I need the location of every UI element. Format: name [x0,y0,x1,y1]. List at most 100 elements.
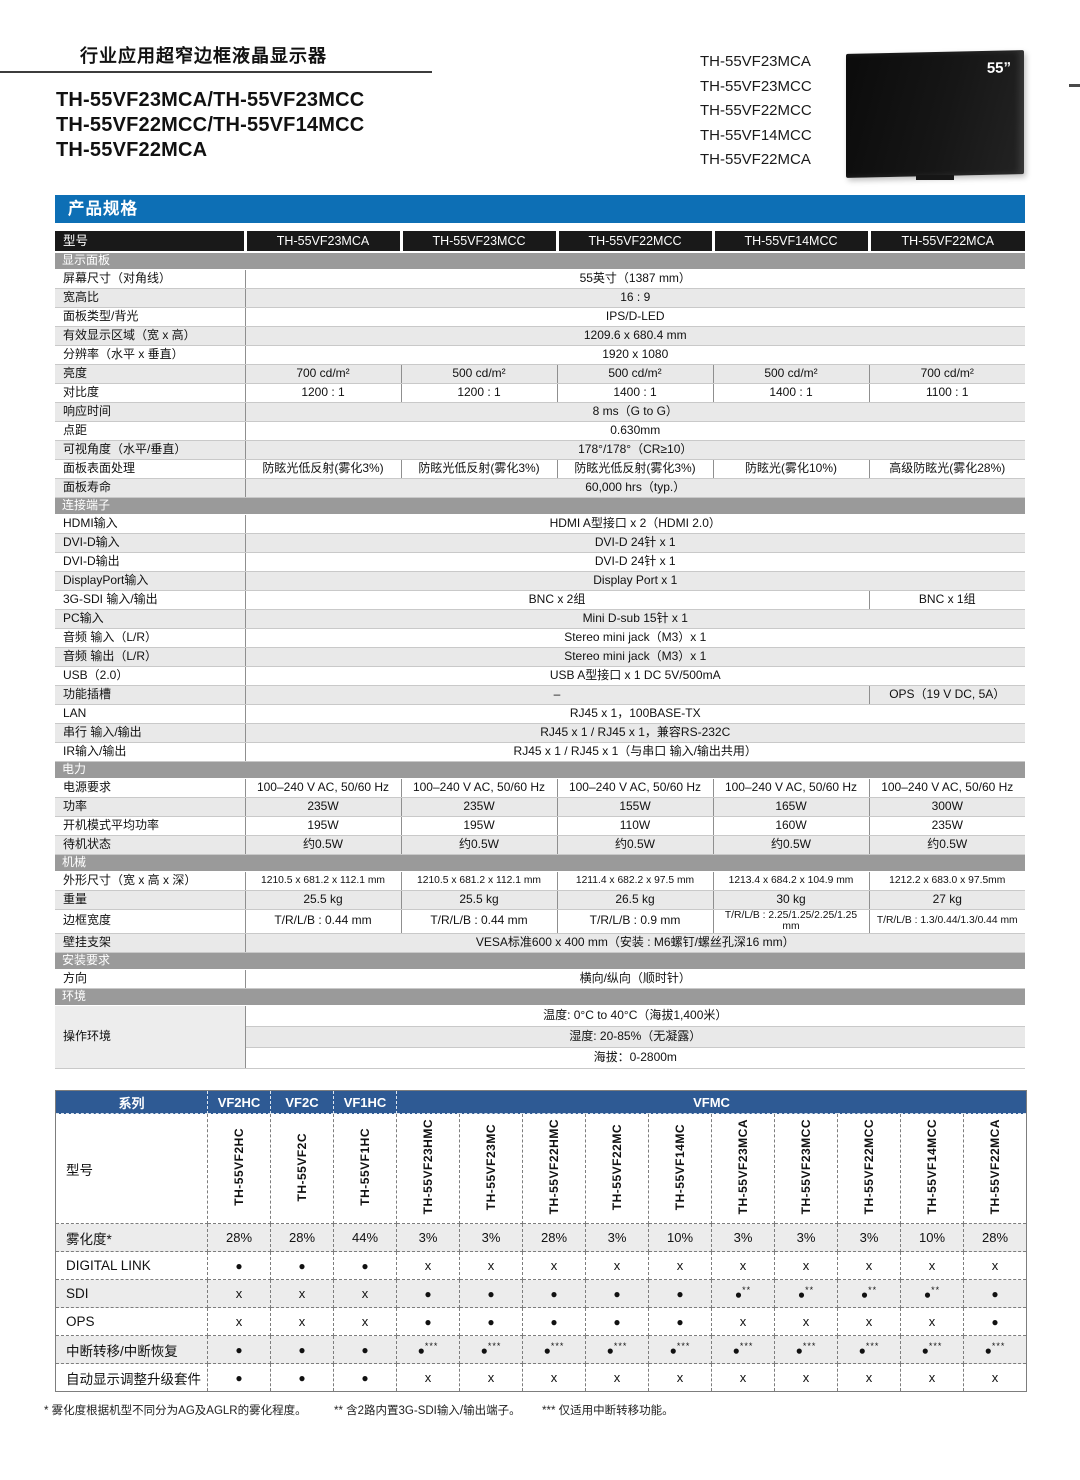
compare-cell: x [900,1251,964,1280]
spec-row-label: 外形尺寸（宽 x 高 x 深） [55,871,246,891]
compare-model-cell: TH-55VF22HMC [522,1113,586,1224]
spec-row: DVI-D输入 DVI-D 24针 x 1 [55,533,1025,553]
spec-row: HDMI输入 HDMI A型接口 x 2（HDMI 2.0） [55,514,1025,534]
footnote: ** 含2路内置3G-SDI输入/输出端子。 [334,1405,521,1417]
compare-cell: ● [333,1251,397,1280]
spec-row-label: 方向 [55,969,246,990]
display-size-label: 55” [986,59,1011,77]
spec-row-label: DisplayPort输入 [55,571,246,591]
compare-cell: x [270,1279,334,1308]
spec-cell: 100–240 V AC, 50/60 Hz [556,778,713,798]
spec-row-label: USB（2.0） [55,666,246,686]
spec-row: 重量 25.5 kg 25.5 kg 26.5 kg 30 kg 27 kg [55,890,1025,910]
feature-dot: ● [797,1287,806,1302]
spec-section-label: 显示面板 [55,251,1025,270]
spec-row: 可视角度（水平/垂直） 178°/178°（CR≥10） [55,440,1025,460]
spec-row-label: 对比度 [55,383,246,403]
compare-model-cell: TH-55VF23MC [459,1113,523,1224]
spec-row-label: IR输入/输出 [55,742,246,762]
compare-cell: x [207,1307,271,1336]
compare-series-group: VF2HC [207,1090,271,1114]
spec-row-label: DVI-D输入 [55,533,246,553]
spec-cell: 1400 : 1 [712,383,869,403]
compare-cell: ●*** [459,1335,523,1364]
spec-section-row: 机械 [55,853,1025,872]
spec-row-label: 音频 输入（L/R） [55,628,246,648]
page-title: 行业应用超窄边框液晶显示器 [80,46,327,66]
spec-cell: 178°/178°（CR≥10） [245,440,1025,460]
compare-cell: x [333,1307,397,1336]
spec-cell: 26.5 kg [556,890,713,910]
compare-cell: 3% [837,1223,901,1252]
spec-cell: 500 cd/m² [712,364,869,384]
spec-cell: 155W [556,797,713,817]
spec-cell: 100–240 V AC, 50/60 Hz [868,778,1025,798]
spec-cell: 500 cd/m² [400,364,557,384]
spec-cell: DVI-D 24针 x 1 [245,533,1025,553]
compare-model-cell: TH-55VF2C [270,1113,334,1224]
compare-cell: 28% [522,1223,586,1252]
compare-model-name: TH-55VF23MC [484,1123,498,1211]
compare-row-label: 雾化度* [55,1223,208,1252]
spec-row: 面板表面处理 防眩光低反射(雾化3%) 防眩光低反射(雾化3%) 防眩光低反射(雾化3… [55,459,1025,479]
compare-model-name: TH-55VF22MCA [988,1119,1003,1215]
spec-row: DVI-D输出 DVI-D 24针 x 1 [55,552,1025,572]
spec-section-row: 安装要求 [55,952,1025,971]
compare-model-name: TH-55VF22HMC [547,1119,561,1215]
compare-cell: x [837,1251,901,1280]
spec-row: 方向 横向/纵向（顺时针） [55,969,1025,990]
spec-row-label: 点距 [55,421,246,441]
spec-cell: Stereo mini jack（M3）x 1 [245,628,1025,648]
spec-row: 海拔：0-2800m [55,1047,1025,1070]
compare-row-label: SDI [55,1279,208,1308]
spec-row: 3G-SDI 输入/输出 BNC x 2组 BNC x 1组 [55,590,1025,610]
spec-row: 分辨率（水平 x 垂直） 1920 x 1080 [55,345,1025,365]
compare-cell: x [585,1251,649,1280]
feature-dot: ● [543,1343,551,1358]
compare-model-name: TH-55VF22MCC [862,1119,876,1215]
spec-section-label: 环境 [55,988,1025,1007]
compare-model-cell: TH-55VF23MCA [711,1113,775,1224]
feature-dot: ● [734,1287,743,1302]
compare-cell: x [648,1251,712,1280]
spec-row: 音频 输入（L/R） Stereo mini jack（M3）x 1 [55,628,1025,648]
compare-cell: ● [585,1307,649,1336]
compare-model-cell: TH-55VF14MC [648,1113,712,1224]
spec-cell: 1400 : 1 [556,383,713,403]
compare-cell: 3% [396,1223,460,1252]
spec-cell: T/R/L/B : 2.25/1.25/2.25/1.25 mm [712,909,869,935]
compare-row: OPS x x x ● ● ● ● ● x x x x ● [55,1307,1028,1336]
spec-row-label: 有效显示区域（宽 x 高） [55,326,246,346]
spec-row-label: 面板类型/背光 [55,307,246,327]
feature-dot: ● [361,1259,369,1273]
spec-cell: – [245,685,869,705]
spec-cell: 235W [400,797,557,817]
spec-cell: USB A型接口 x 1 DC 5V/500mA [245,666,1025,686]
spec-cell: 1209.6 x 680.4 mm [245,326,1025,346]
feature-dot: ● [921,1343,929,1358]
feature-dot: ● [669,1343,677,1358]
compare-cell: x [522,1251,586,1280]
spec-cell: 湿度: 20-85%（无凝露） [245,1026,1025,1049]
feature-note-mark: *** [865,1341,880,1352]
spec-cell: BNC x 1组 [868,590,1025,610]
spec-header-model: TH-55VF23MCA [243,231,401,253]
spec-row: DisplayPort输入 Display Port x 1 [55,571,1025,591]
feature-dot: ● [298,1343,306,1357]
feature-note-mark: *** [676,1341,691,1352]
spec-row-label: 宽高比 [55,288,246,308]
feature-note-mark: *** [550,1341,565,1352]
spec-row-label: 电源要求 [55,778,246,798]
compare-cell: ● [270,1363,334,1392]
spec-row-label: 音频 输出（L/R） [55,647,246,667]
spec-row: 开机模式平均功率 195W 195W 110W 160W 235W [55,816,1025,836]
compare-cell: ●** [900,1279,964,1308]
spec-cell: 横向/纵向（顺时针） [245,969,1025,990]
compare-cell: x [333,1279,397,1308]
spec-cell: 55英寸（1387 mm） [245,269,1025,289]
spec-row-label: 串行 输入/输出 [55,723,246,743]
spec-header-row: 型号 TH-55VF23MCA TH-55VF23MCC TH-55VF22MCC TH… [55,231,1025,253]
compare-row: DIGITAL LINK ● ● ● x x x x x x x x x x [55,1251,1028,1280]
spec-cell: 25.5 kg [245,890,401,910]
compare-model-name: TH-55VF23HMC [421,1119,435,1215]
